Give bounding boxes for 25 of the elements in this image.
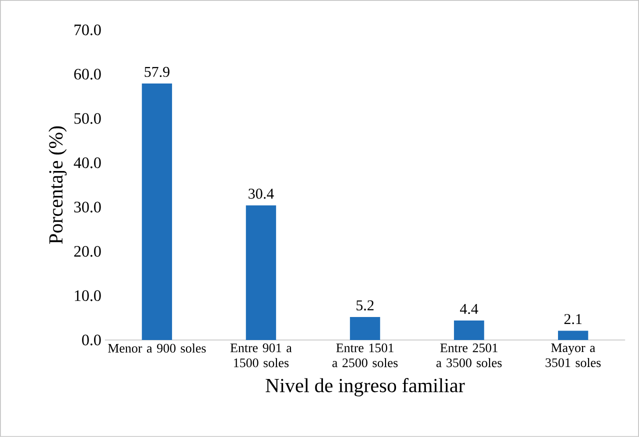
- x-tick-label: Menor a 900 soles: [108, 344, 206, 353]
- y-tick-label: 10.0: [74, 290, 101, 302]
- x-tick-label: Entre 901 a 1500 soles: [230, 344, 292, 368]
- x-tick-label: Entre 2501 a 3500 soles: [436, 344, 502, 368]
- y-tick-label: 50.0: [74, 113, 101, 124]
- bar: [246, 205, 276, 340]
- data-label: 30.4: [248, 188, 274, 199]
- x-tick-label: Mayor a 3501 soles: [546, 344, 601, 368]
- y-tick-label: 70.0: [74, 24, 101, 36]
- y-axis-title: Porcentaje (%): [48, 126, 67, 244]
- bar: [142, 84, 172, 340]
- y-tick-label: 40.0: [74, 157, 101, 168]
- bar: [454, 320, 484, 340]
- y-tick-label: 20.0: [74, 246, 101, 257]
- y-tick-label: 30.0: [74, 202, 101, 213]
- data-label: 57.9: [144, 66, 170, 78]
- data-label: 5.2: [356, 300, 374, 310]
- y-tick-label: 60.0: [74, 68, 101, 80]
- y-tick-label: 0.0: [82, 334, 101, 346]
- data-label: 4.4: [460, 304, 478, 314]
- bar: [558, 330, 588, 340]
- x-axis-title: Nivel de ingreso familiar: [266, 378, 465, 396]
- x-tick-label: Entre 1501 a 2500 soles: [332, 344, 398, 368]
- data-label: 2.1: [564, 314, 582, 324]
- bar: [350, 316, 380, 340]
